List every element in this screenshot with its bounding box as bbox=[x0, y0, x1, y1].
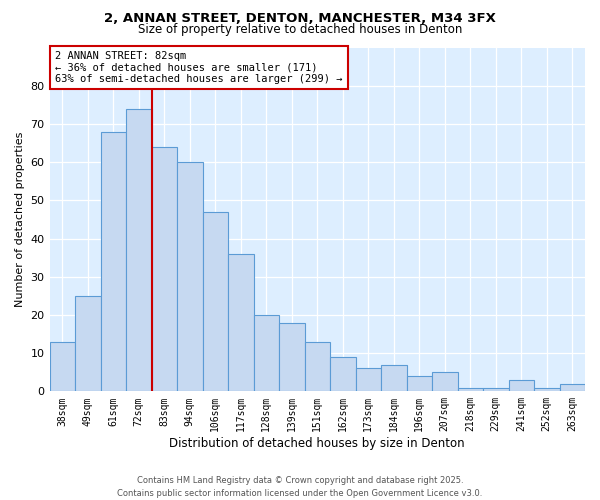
Bar bbox=[509, 380, 534, 392]
Bar bbox=[203, 212, 228, 392]
Bar bbox=[407, 376, 432, 392]
Text: 2 ANNAN STREET: 82sqm
← 36% of detached houses are smaller (171)
63% of semi-det: 2 ANNAN STREET: 82sqm ← 36% of detached … bbox=[55, 51, 343, 84]
Bar bbox=[330, 357, 356, 392]
Bar bbox=[152, 147, 177, 392]
Bar bbox=[228, 254, 254, 392]
Text: Size of property relative to detached houses in Denton: Size of property relative to detached ho… bbox=[138, 22, 462, 36]
Bar bbox=[50, 342, 75, 392]
Bar bbox=[177, 162, 203, 392]
Y-axis label: Number of detached properties: Number of detached properties bbox=[15, 132, 25, 307]
Bar bbox=[254, 315, 279, 392]
Bar bbox=[534, 388, 560, 392]
Bar bbox=[560, 384, 585, 392]
Bar bbox=[381, 364, 407, 392]
Bar bbox=[356, 368, 381, 392]
Bar bbox=[75, 296, 101, 392]
Bar bbox=[432, 372, 458, 392]
Bar bbox=[458, 388, 483, 392]
Bar bbox=[483, 388, 509, 392]
Bar bbox=[126, 108, 152, 392]
Text: 2, ANNAN STREET, DENTON, MANCHESTER, M34 3FX: 2, ANNAN STREET, DENTON, MANCHESTER, M34… bbox=[104, 12, 496, 26]
Bar bbox=[279, 322, 305, 392]
X-axis label: Distribution of detached houses by size in Denton: Distribution of detached houses by size … bbox=[169, 437, 465, 450]
Bar bbox=[305, 342, 330, 392]
Bar bbox=[101, 132, 126, 392]
Text: Contains HM Land Registry data © Crown copyright and database right 2025.
Contai: Contains HM Land Registry data © Crown c… bbox=[118, 476, 482, 498]
